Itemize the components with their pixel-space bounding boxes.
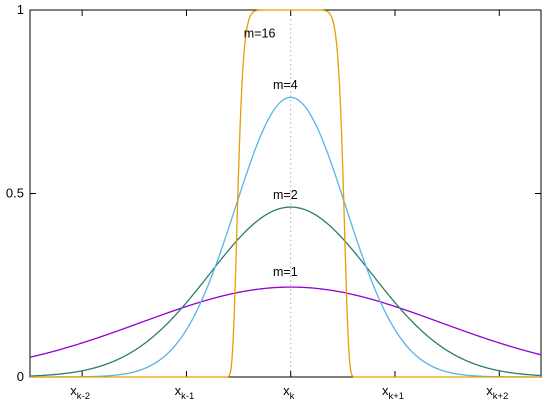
series-line-m16 bbox=[30, 9, 541, 378]
x-tick-label-base: x bbox=[175, 383, 182, 398]
series-label-m1: m=1 bbox=[273, 265, 298, 279]
series-line-m1 bbox=[29, 286, 542, 358]
x-tick-label-subscript: k bbox=[290, 391, 295, 402]
x-tick-label: xk-1 bbox=[175, 383, 195, 402]
x-tick-label-base: x bbox=[70, 383, 77, 398]
x-tick-label-base: x bbox=[382, 383, 389, 398]
x-tick-label-subscript: k+1 bbox=[388, 391, 404, 402]
x-tick-label-base: x bbox=[486, 383, 493, 398]
series-label-m16: m=16 bbox=[244, 27, 276, 41]
x-tick-label: xk+1 bbox=[382, 383, 404, 402]
series-label-m4: m=4 bbox=[273, 78, 298, 92]
y-tick-label: 0.5 bbox=[6, 186, 24, 201]
x-tick-label-subscript: k-1 bbox=[181, 391, 194, 402]
y-tick-label: 0 bbox=[17, 369, 24, 384]
x-tick-label-subscript: k-2 bbox=[77, 391, 90, 402]
series-line-m4 bbox=[30, 96, 541, 378]
x-axis: xk-2 xk-1 xk xk+1 xk+2 bbox=[70, 10, 508, 402]
x-tick-label: xk bbox=[283, 383, 295, 402]
x-tick-label: xk+2 bbox=[486, 383, 508, 402]
x-tick-label: xk-2 bbox=[70, 383, 90, 402]
series-labels: m=1 m=2 m=4 m=16 bbox=[244, 27, 298, 280]
series-group bbox=[29, 9, 542, 378]
x-tick-label-base: x bbox=[283, 383, 290, 398]
series-label-m2: m=2 bbox=[273, 188, 298, 202]
x-tick-label-subscript: k+2 bbox=[493, 391, 509, 402]
series-line-m2 bbox=[29, 206, 542, 377]
y-axis: 00.51 bbox=[6, 2, 541, 384]
y-tick-label: 1 bbox=[17, 2, 24, 17]
